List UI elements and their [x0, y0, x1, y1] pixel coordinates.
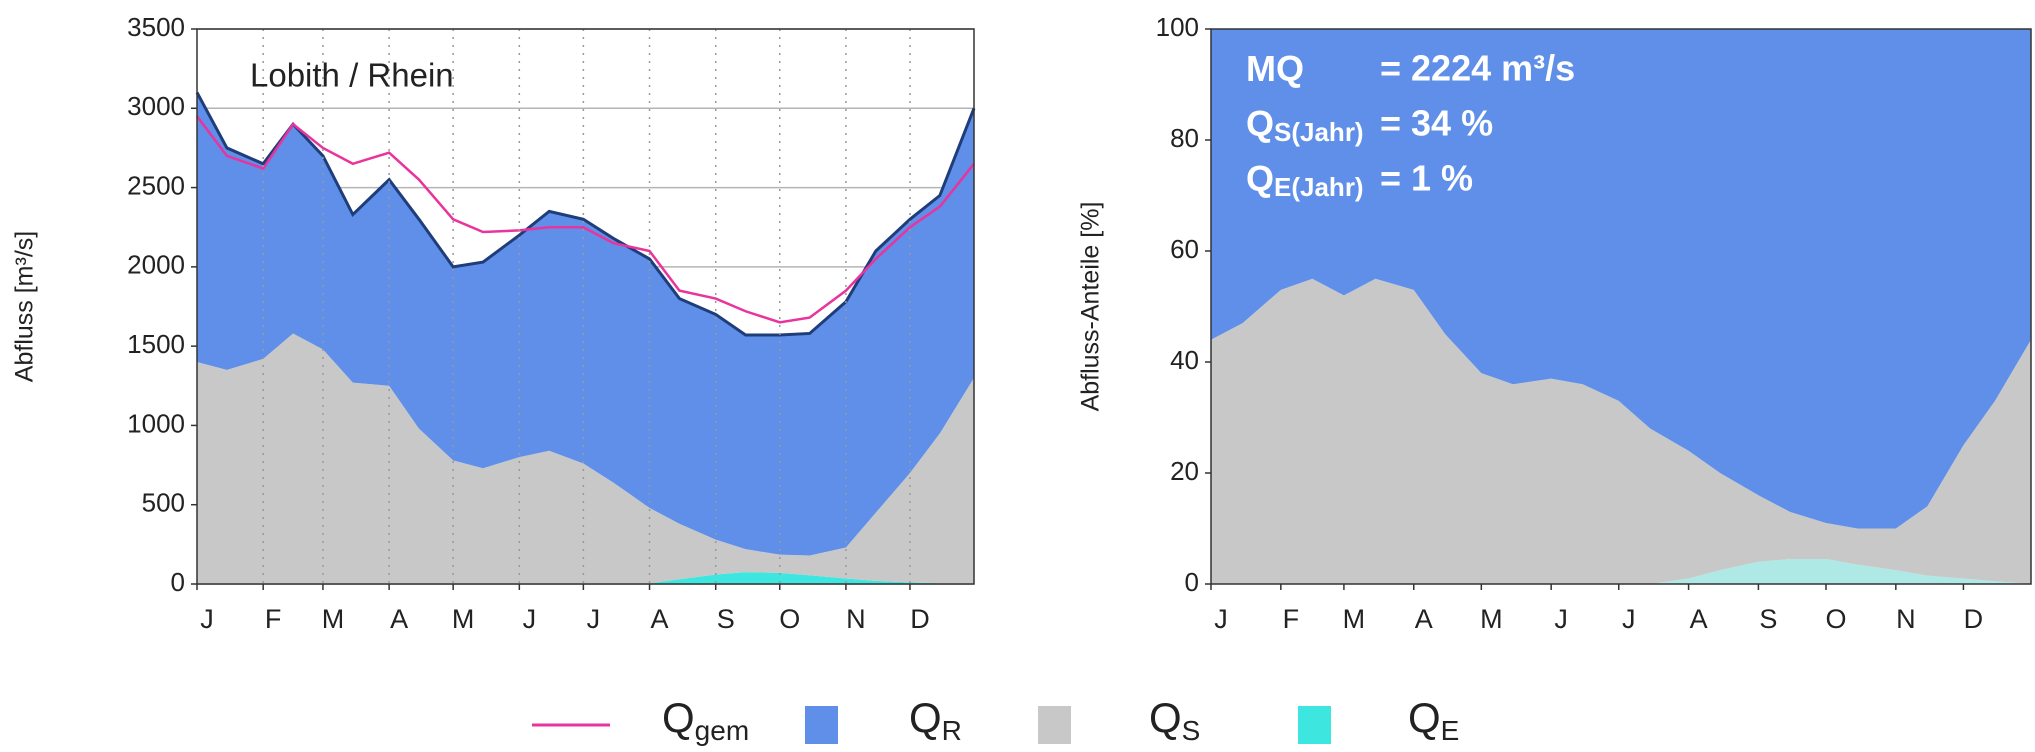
y-axis-title: Abfluss-Anteile [%]	[1077, 202, 1105, 412]
x-tick-label: J	[587, 604, 601, 634]
annotation-subscript: E(Jahr)	[1274, 172, 1364, 202]
annotation-value: = 1 %	[1380, 158, 1473, 199]
y-tick-label: 0	[171, 567, 185, 597]
x-tick-label: A	[1690, 604, 1708, 634]
area	[197, 333, 974, 584]
y-tick-label: 0	[1185, 567, 1199, 597]
annotation-label: MQ	[1246, 48, 1304, 89]
legend-label-subscript: S	[1182, 715, 1201, 746]
y-tick-label: 20	[1170, 456, 1199, 486]
x-tick-label: M	[452, 604, 475, 634]
annotation-label-text: MQ	[1246, 48, 1304, 89]
y-tick-label: 80	[1170, 123, 1199, 153]
x-tick-label: D	[910, 604, 930, 634]
y-tick-label: 2500	[127, 170, 185, 200]
x-tick-label: M	[322, 604, 345, 634]
legend-label-subscript: R	[942, 715, 962, 746]
x-tick-label: N	[1896, 604, 1916, 634]
annotation-label-text: Q	[1246, 158, 1274, 199]
x-tick-label: J	[1214, 604, 1228, 634]
y-tick-label: 100	[1156, 12, 1199, 42]
y-tick-label: 3500	[127, 12, 185, 42]
annotation-value: = 2224 m³/s	[1380, 48, 1575, 89]
area	[1211, 278, 2031, 584]
x-tick-label: S	[717, 604, 735, 634]
x-tick-label: D	[1964, 604, 1984, 634]
plot-frame	[196, 28, 975, 585]
x-tick-label: S	[1759, 604, 1777, 634]
area	[197, 92, 974, 556]
annotation-label: QE(Jahr)	[1246, 158, 1364, 202]
legend-swatch	[805, 706, 838, 744]
x-tick-label: O	[779, 604, 800, 634]
legend-label-text: Q	[909, 694, 942, 741]
y-axis-title: Abfluss [m³/s]	[11, 231, 39, 382]
x-tick-label: A	[651, 604, 669, 634]
y-tick-label: 500	[142, 488, 185, 518]
legend-swatch	[1298, 706, 1331, 744]
plot	[1210, 28, 2032, 585]
annotation-value: = 34 %	[1380, 103, 1493, 144]
chart-title: Lobith / Rhein	[250, 57, 454, 94]
legend-label-subscript: gem	[695, 715, 749, 746]
legend-label-text: Q	[662, 694, 695, 741]
y-tick-label: 1000	[127, 408, 185, 438]
x-tick-label: O	[1825, 604, 1846, 634]
plot	[195, 28, 976, 585]
y-tick-label: 40	[1170, 345, 1199, 375]
x-tick-label: N	[846, 604, 866, 634]
legend-label-subscript: E	[1441, 715, 1460, 746]
x-tick-label: J	[200, 604, 214, 634]
y-tick-label: 1500	[127, 329, 185, 359]
y-tick-label: 3000	[127, 91, 185, 121]
x-tick-label: F	[1283, 604, 1300, 634]
legend-label: QS	[1149, 694, 1200, 746]
y-tick-label: 2000	[127, 250, 185, 280]
annotation-label-text: Q	[1246, 103, 1274, 144]
legend-label: Qgem	[662, 694, 749, 746]
line	[196, 115, 975, 324]
x-tick-label: J	[1554, 604, 1568, 634]
legend-label: QR	[909, 694, 962, 746]
area	[1211, 29, 2031, 529]
legend-label-text: Q	[1149, 694, 1182, 741]
legend-swatch	[1038, 706, 1071, 744]
legend-label: QE	[1408, 694, 1459, 746]
y-tick-label: 60	[1170, 234, 1199, 264]
x-tick-label: M	[1480, 604, 1503, 634]
annotation-label: QS(Jahr)	[1246, 103, 1364, 147]
x-tick-label: A	[390, 604, 408, 634]
x-tick-label: A	[1415, 604, 1433, 634]
area	[1211, 559, 2031, 584]
annotation-subscript: S(Jahr)	[1274, 117, 1364, 147]
plot-frame	[1210, 28, 2032, 585]
x-tick-label: M	[1343, 604, 1366, 634]
x-tick-label: J	[1622, 604, 1636, 634]
x-tick-label: F	[265, 604, 282, 634]
x-tick-label: J	[523, 604, 537, 634]
legend-label-text: Q	[1408, 694, 1441, 741]
